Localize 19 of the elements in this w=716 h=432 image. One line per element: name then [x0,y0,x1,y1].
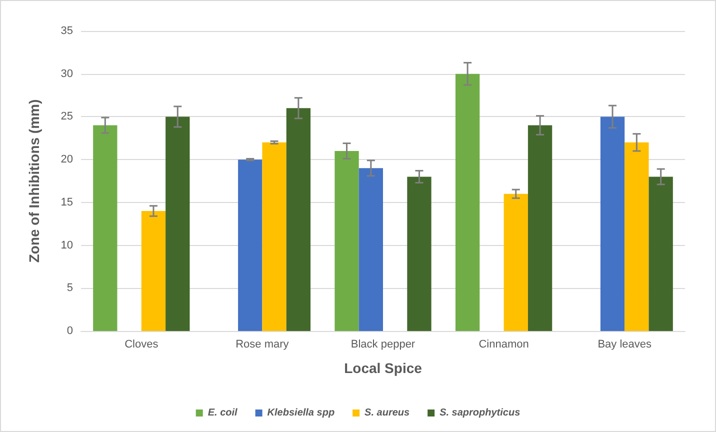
y-tick-label: 10 [60,239,73,252]
y-tick-label: 5 [66,282,73,294]
x-tick-label: Black pepper [350,338,416,350]
legend-label: Klebsiella spp [267,408,335,418]
x-tick-label: Rose mary [236,338,290,350]
y-tick-label: 30 [60,68,73,80]
y-tick-label: 0 [66,325,73,337]
y-tick-label: 20 [60,154,73,166]
legend-label: E. coil [208,408,238,418]
y-axis-title: Zone of Inhibitions (mm) [26,99,42,263]
legend-label: S. aureus [364,408,410,418]
legend-label: S. saprophyticus [440,408,521,418]
x-axis-title: Local Spice [344,360,422,376]
y-tick-label: 35 [60,25,73,37]
x-tick-label: Cloves [124,338,159,350]
x-tick-label: Bay leaves [598,338,652,350]
y-tick-label: 25 [60,110,73,123]
x-tick-label: Cinnamon [478,338,529,350]
y-tick-label: 15 [60,196,73,208]
